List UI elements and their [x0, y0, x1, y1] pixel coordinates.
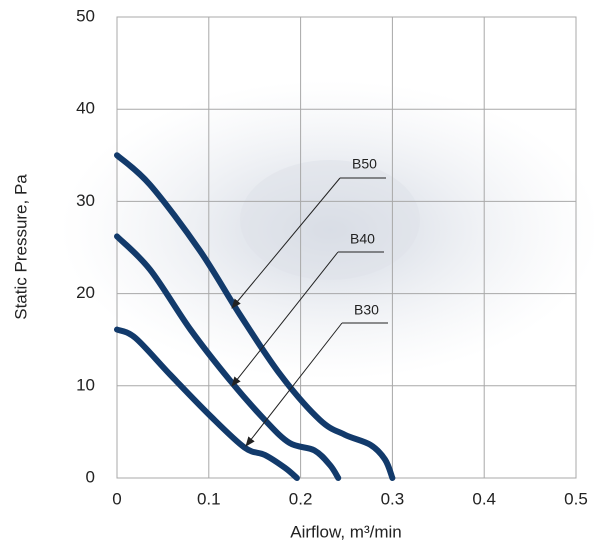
label-arrow	[245, 322, 343, 447]
x-tick-label: 0	[112, 489, 121, 508]
y-tick-label: 30	[76, 191, 95, 210]
y-tick-label: 50	[76, 6, 95, 25]
x-tick-label: 0.1	[197, 489, 221, 508]
x-axis-label: Airflow, m³/min	[290, 522, 401, 541]
y-tick-label: 20	[76, 283, 95, 302]
x-tick-label: 0.4	[472, 489, 496, 508]
curve	[114, 152, 396, 481]
curve	[114, 326, 300, 481]
x-tick-label: 0.5	[564, 489, 588, 508]
curve	[114, 233, 342, 481]
y-tick-label: 10	[76, 375, 95, 394]
background-fan	[60, 80, 594, 380]
curve-label: B30	[354, 302, 379, 318]
curve-label: B40	[350, 231, 375, 247]
curve-label: B50	[352, 156, 377, 172]
x-tick-label: 0.2	[289, 489, 313, 508]
label-arrow	[231, 251, 339, 387]
y-axis-label: Static Pressure, Pa	[11, 174, 30, 320]
y-tick-label: 40	[76, 99, 95, 118]
x-tick-label: 0.3	[381, 489, 405, 508]
plot-frame	[116, 16, 577, 479]
y-tick-label: 0	[86, 467, 95, 486]
label-arrow	[231, 177, 341, 309]
